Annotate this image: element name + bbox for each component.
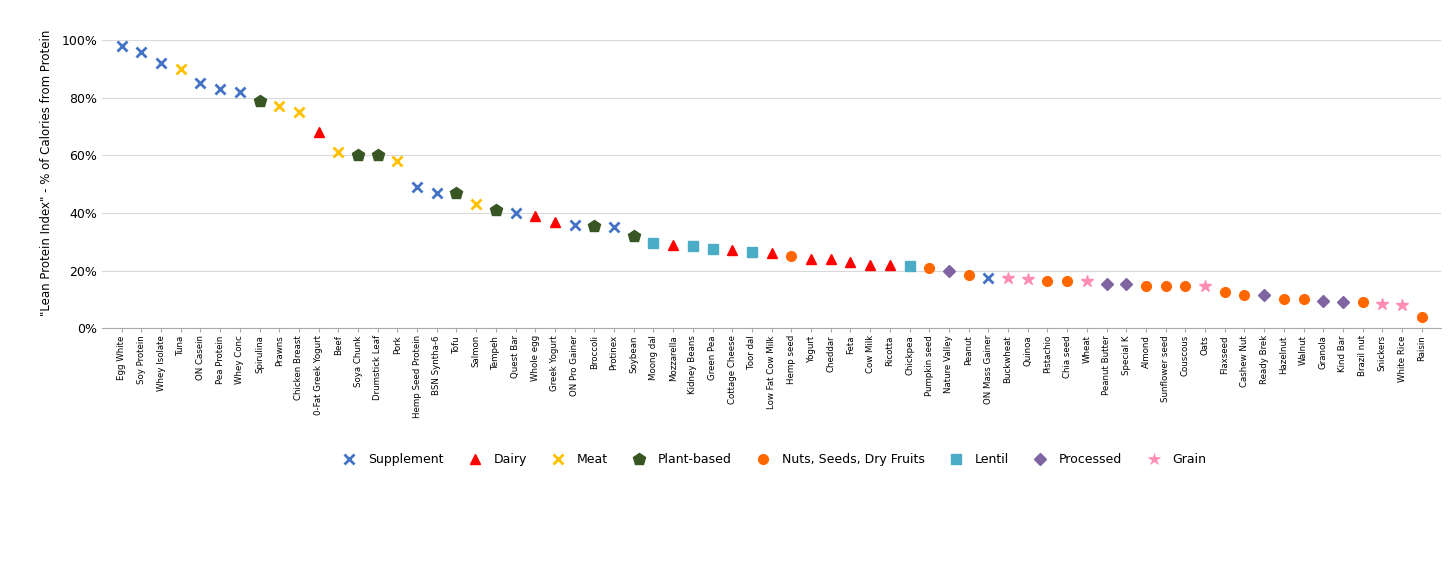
Legend: Supplement, Dairy, Meat, Plant-based, Nuts, Seeds, Dry Fruits, Lentil, Processed: Supplement, Dairy, Meat, Plant-based, Nu…	[332, 448, 1211, 471]
Y-axis label: "Lean Protein Index" - % of Calories from Protein: "Lean Protein Index" - % of Calories fro…	[39, 29, 52, 316]
